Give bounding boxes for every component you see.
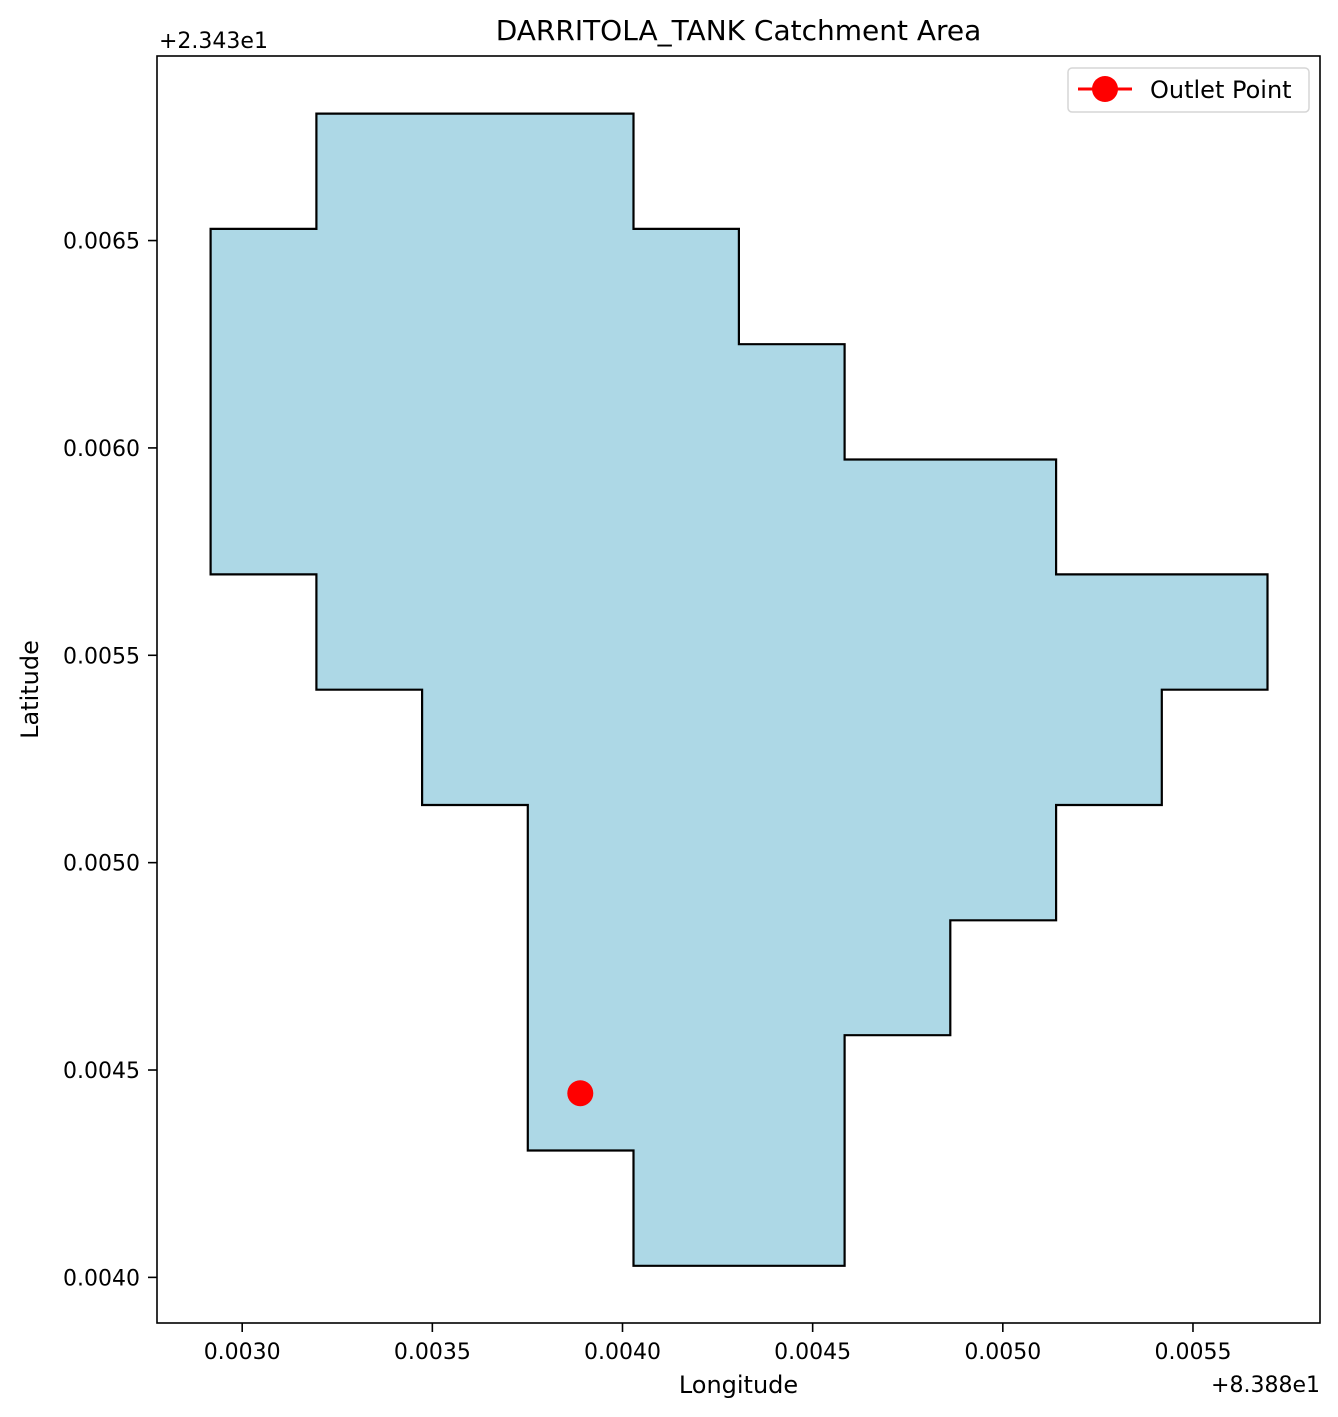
x-tick-label: 0.0050 xyxy=(964,1340,1041,1365)
legend-marker-dot xyxy=(1092,76,1118,102)
y-offset-label: +2.343e1 xyxy=(159,29,268,54)
y-tick-label: 0.0060 xyxy=(63,437,140,462)
catchment-polygon xyxy=(209,112,1269,1267)
chart-title: DARRITOLA_TANK Catchment Area xyxy=(496,14,982,47)
y-tick-label: 0.0055 xyxy=(63,644,140,669)
outlet-point-marker xyxy=(567,1080,594,1107)
y-axis-label: Latitude xyxy=(16,640,44,739)
legend-label-outlet-point: Outlet Point xyxy=(1150,76,1292,104)
y-axis: 0.0040 0.0045 0.0050 0.0055 0.0060 0.0065 xyxy=(63,230,157,1291)
x-axis-label: Longitude xyxy=(679,1371,798,1399)
legend: Outlet Point xyxy=(1067,67,1310,113)
x-tick-label: 0.0040 xyxy=(584,1340,661,1365)
x-tick-label: 0.0030 xyxy=(204,1340,281,1365)
x-axis: 0.0030 0.0035 0.0040 0.0045 0.0050 0.0055 xyxy=(204,1323,1231,1365)
x-tick-label: 0.0045 xyxy=(774,1340,851,1365)
series-layer xyxy=(567,1080,594,1107)
plot-frame xyxy=(156,55,1321,1324)
y-tick-label: 0.0050 xyxy=(63,852,140,877)
x-tick-label: 0.0055 xyxy=(1154,1340,1231,1365)
catchment-layer xyxy=(209,112,1269,1267)
y-tick-label: 0.0065 xyxy=(63,230,140,255)
legend-box xyxy=(1067,67,1310,113)
x-tick-label: 0.0035 xyxy=(394,1340,471,1365)
x-offset-label: +8.388e1 xyxy=(1211,1373,1320,1398)
y-tick-label: 0.0045 xyxy=(63,1059,140,1084)
y-tick-label: 0.0040 xyxy=(63,1266,140,1291)
